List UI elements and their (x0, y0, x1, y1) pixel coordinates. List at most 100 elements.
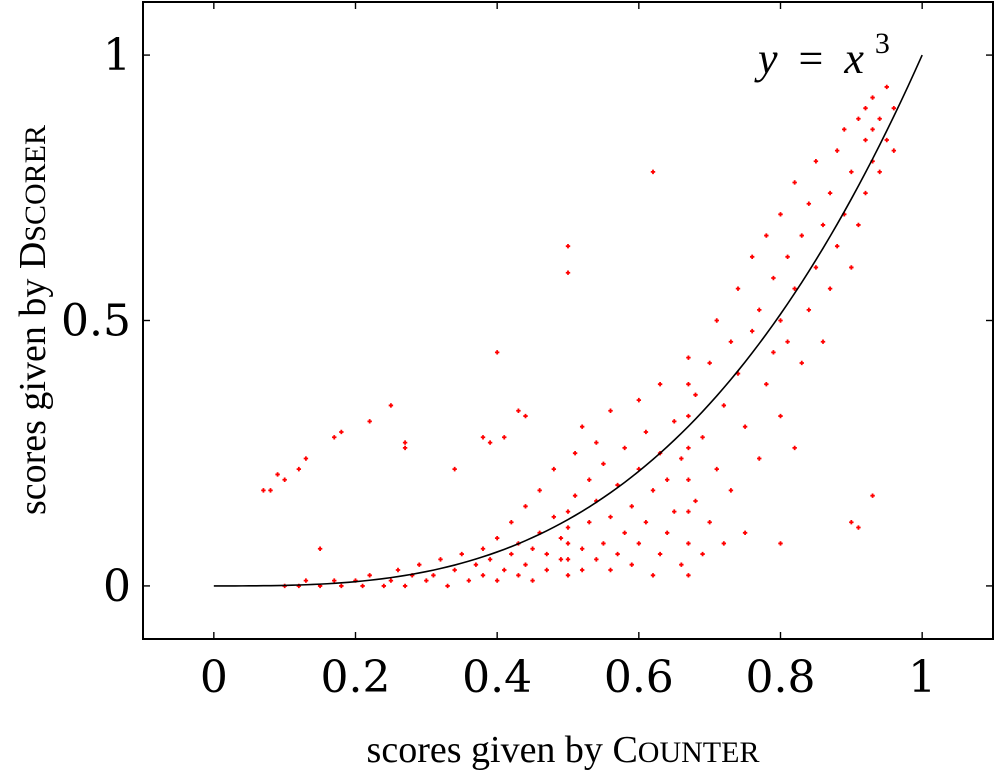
data-point (700, 551, 705, 557)
data-point (466, 578, 472, 583)
data-point (757, 456, 762, 461)
data-point (650, 573, 656, 578)
data-point (615, 551, 620, 557)
y-axis-ticks: 00.51 (61, 30, 993, 612)
data-point (509, 520, 514, 525)
data-point (282, 477, 287, 482)
data-point (636, 541, 642, 546)
data-point (856, 222, 861, 228)
data-point (785, 254, 790, 259)
data-point (487, 557, 493, 562)
data-point (686, 541, 691, 546)
data-point (332, 578, 337, 583)
data-point (594, 557, 599, 562)
data-point (303, 578, 309, 583)
data-point (856, 116, 861, 121)
data-point (686, 477, 691, 482)
data-point (622, 445, 627, 451)
data-point (565, 541, 571, 546)
data-point (516, 408, 521, 413)
data-point (601, 541, 606, 546)
data-point (849, 169, 854, 175)
data-point (523, 504, 528, 509)
data-point (820, 339, 826, 344)
data-point (459, 551, 464, 557)
curve-annotation-y: y (754, 34, 778, 83)
data-point (261, 488, 266, 493)
data-point (565, 573, 571, 578)
data-point (558, 535, 564, 541)
data-point (856, 525, 861, 530)
data-point (537, 488, 542, 493)
data-point (707, 360, 712, 366)
data-point (544, 567, 549, 573)
data-point (516, 573, 521, 578)
data-point (714, 318, 719, 323)
data-point (834, 243, 840, 249)
data-point (664, 477, 670, 482)
data-point (891, 105, 897, 111)
data-point (360, 583, 365, 589)
data-point (487, 440, 493, 445)
data-point (509, 551, 514, 557)
data-point (728, 488, 734, 493)
data-point (657, 551, 663, 557)
data-point (707, 520, 712, 525)
data-point (402, 440, 408, 445)
data-point (339, 583, 344, 589)
data-point (558, 557, 564, 562)
cubic-curve (213, 54, 923, 587)
data-point (820, 222, 826, 228)
data-point (849, 520, 854, 525)
data-point (657, 382, 663, 387)
data-point (452, 567, 457, 573)
data-point (650, 488, 656, 493)
data-point (565, 270, 571, 275)
data-point (381, 583, 387, 589)
data-points (261, 84, 897, 589)
curve-annotation-x: x (843, 34, 864, 83)
data-point (395, 567, 401, 573)
data-point (523, 562, 528, 567)
data-point (792, 286, 797, 291)
curve-annotation-exponent: 3 (875, 27, 890, 60)
data-point (813, 265, 819, 270)
data-point (714, 466, 719, 472)
x-tick-label: 0.4 (462, 652, 532, 703)
data-point (764, 382, 769, 387)
data-point (579, 567, 585, 573)
data-point (849, 265, 854, 270)
data-point (799, 233, 804, 238)
data-point (806, 307, 812, 313)
data-point (480, 546, 486, 551)
data-point (693, 392, 698, 398)
data-point (749, 254, 755, 259)
data-point (268, 488, 273, 493)
data-point (749, 328, 755, 334)
data-point (565, 557, 571, 562)
data-point (445, 583, 450, 589)
data-point (764, 233, 769, 238)
data-point (367, 573, 372, 578)
data-point (452, 466, 457, 472)
y-tick-label: 1 (103, 30, 131, 81)
data-point (877, 116, 882, 121)
curve-annotation-equals: = (799, 34, 824, 83)
data-point (424, 578, 429, 583)
data-point (792, 445, 797, 451)
data-point (721, 541, 727, 546)
data-point (438, 557, 443, 562)
data-point (792, 180, 797, 185)
data-point (480, 435, 486, 440)
data-point (494, 350, 500, 355)
curve-annotation: y = x 3 (754, 27, 890, 83)
data-point (672, 509, 677, 514)
data-point (863, 105, 868, 111)
data-point (608, 408, 613, 413)
data-point (608, 514, 613, 520)
data-point (884, 137, 889, 143)
data-point (778, 318, 783, 323)
data-point (587, 520, 592, 525)
data-point (629, 504, 634, 509)
data-point (742, 424, 748, 429)
